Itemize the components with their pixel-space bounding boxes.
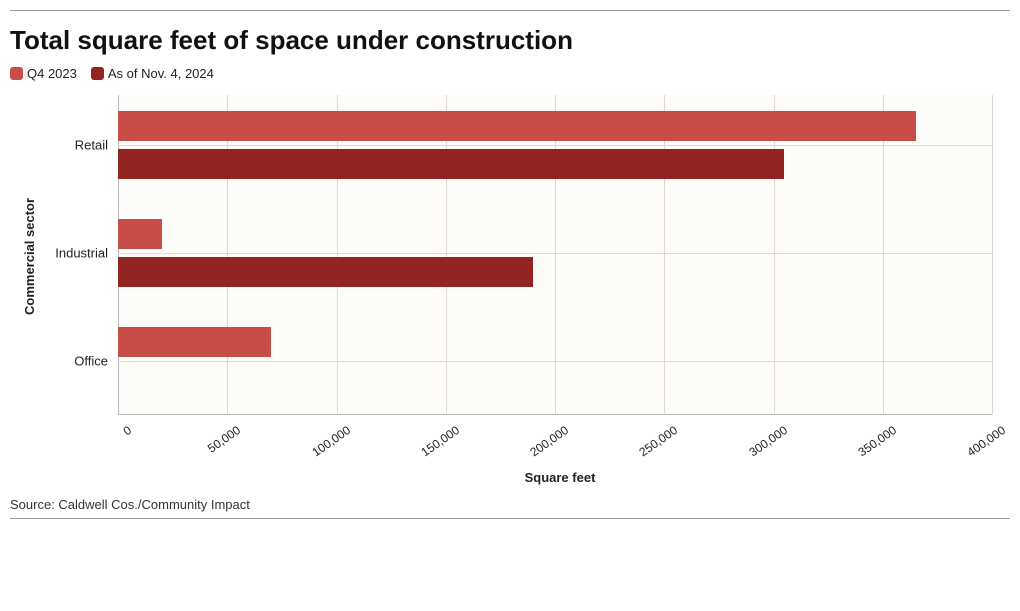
- chart: Commercial sector 050,000100,000150,0002…: [10, 91, 1010, 485]
- x-tick-label: 100,000: [295, 423, 352, 469]
- grid-line: [883, 95, 884, 415]
- x-tick-label: 50,000: [186, 423, 243, 469]
- bar: [118, 257, 533, 287]
- grid-line: [227, 95, 228, 415]
- grid-line: [337, 95, 338, 415]
- bar: [118, 111, 916, 141]
- legend: Q4 2023 As of Nov. 4, 2024: [10, 66, 1010, 81]
- source-note: Source: Caldwell Cos./Community Impact: [10, 497, 1010, 512]
- x-tick-label: 350,000: [842, 423, 899, 469]
- y-axis-line: [118, 95, 119, 415]
- x-tick-label: 400,000: [951, 423, 1008, 469]
- x-tick-label: 0: [77, 423, 134, 469]
- x-tick-label: 150,000: [405, 423, 462, 469]
- category-label: Industrial: [10, 246, 108, 261]
- rule-top: [10, 10, 1010, 11]
- legend-swatch: [10, 67, 23, 80]
- legend-swatch: [91, 67, 104, 80]
- bar: [118, 327, 271, 357]
- chart-title: Total square feet of space under constru…: [10, 25, 1010, 56]
- rule-bottom: [10, 518, 1010, 519]
- x-tick-label: 250,000: [623, 423, 680, 469]
- category-label: Office: [10, 354, 108, 369]
- legend-label: As of Nov. 4, 2024: [108, 66, 214, 81]
- grid-line: [992, 95, 993, 415]
- bar: [118, 219, 162, 249]
- grid-line: [118, 145, 992, 146]
- grid-line: [118, 361, 992, 362]
- grid-line: [774, 95, 775, 415]
- x-tick-label: 200,000: [514, 423, 571, 469]
- legend-item: As of Nov. 4, 2024: [91, 66, 214, 81]
- legend-item: Q4 2023: [10, 66, 77, 81]
- grid-line: [664, 95, 665, 415]
- grid-line: [446, 95, 447, 415]
- grid-line: [118, 253, 992, 254]
- grid-line: [555, 95, 556, 415]
- x-axis-label: Square feet: [10, 470, 1010, 485]
- plot-area: 050,000100,000150,000200,000250,000300,0…: [118, 95, 992, 415]
- bar: [118, 149, 784, 179]
- category-label: Retail: [10, 138, 108, 153]
- legend-label: Q4 2023: [27, 66, 77, 81]
- x-tick-label: 300,000: [732, 423, 789, 469]
